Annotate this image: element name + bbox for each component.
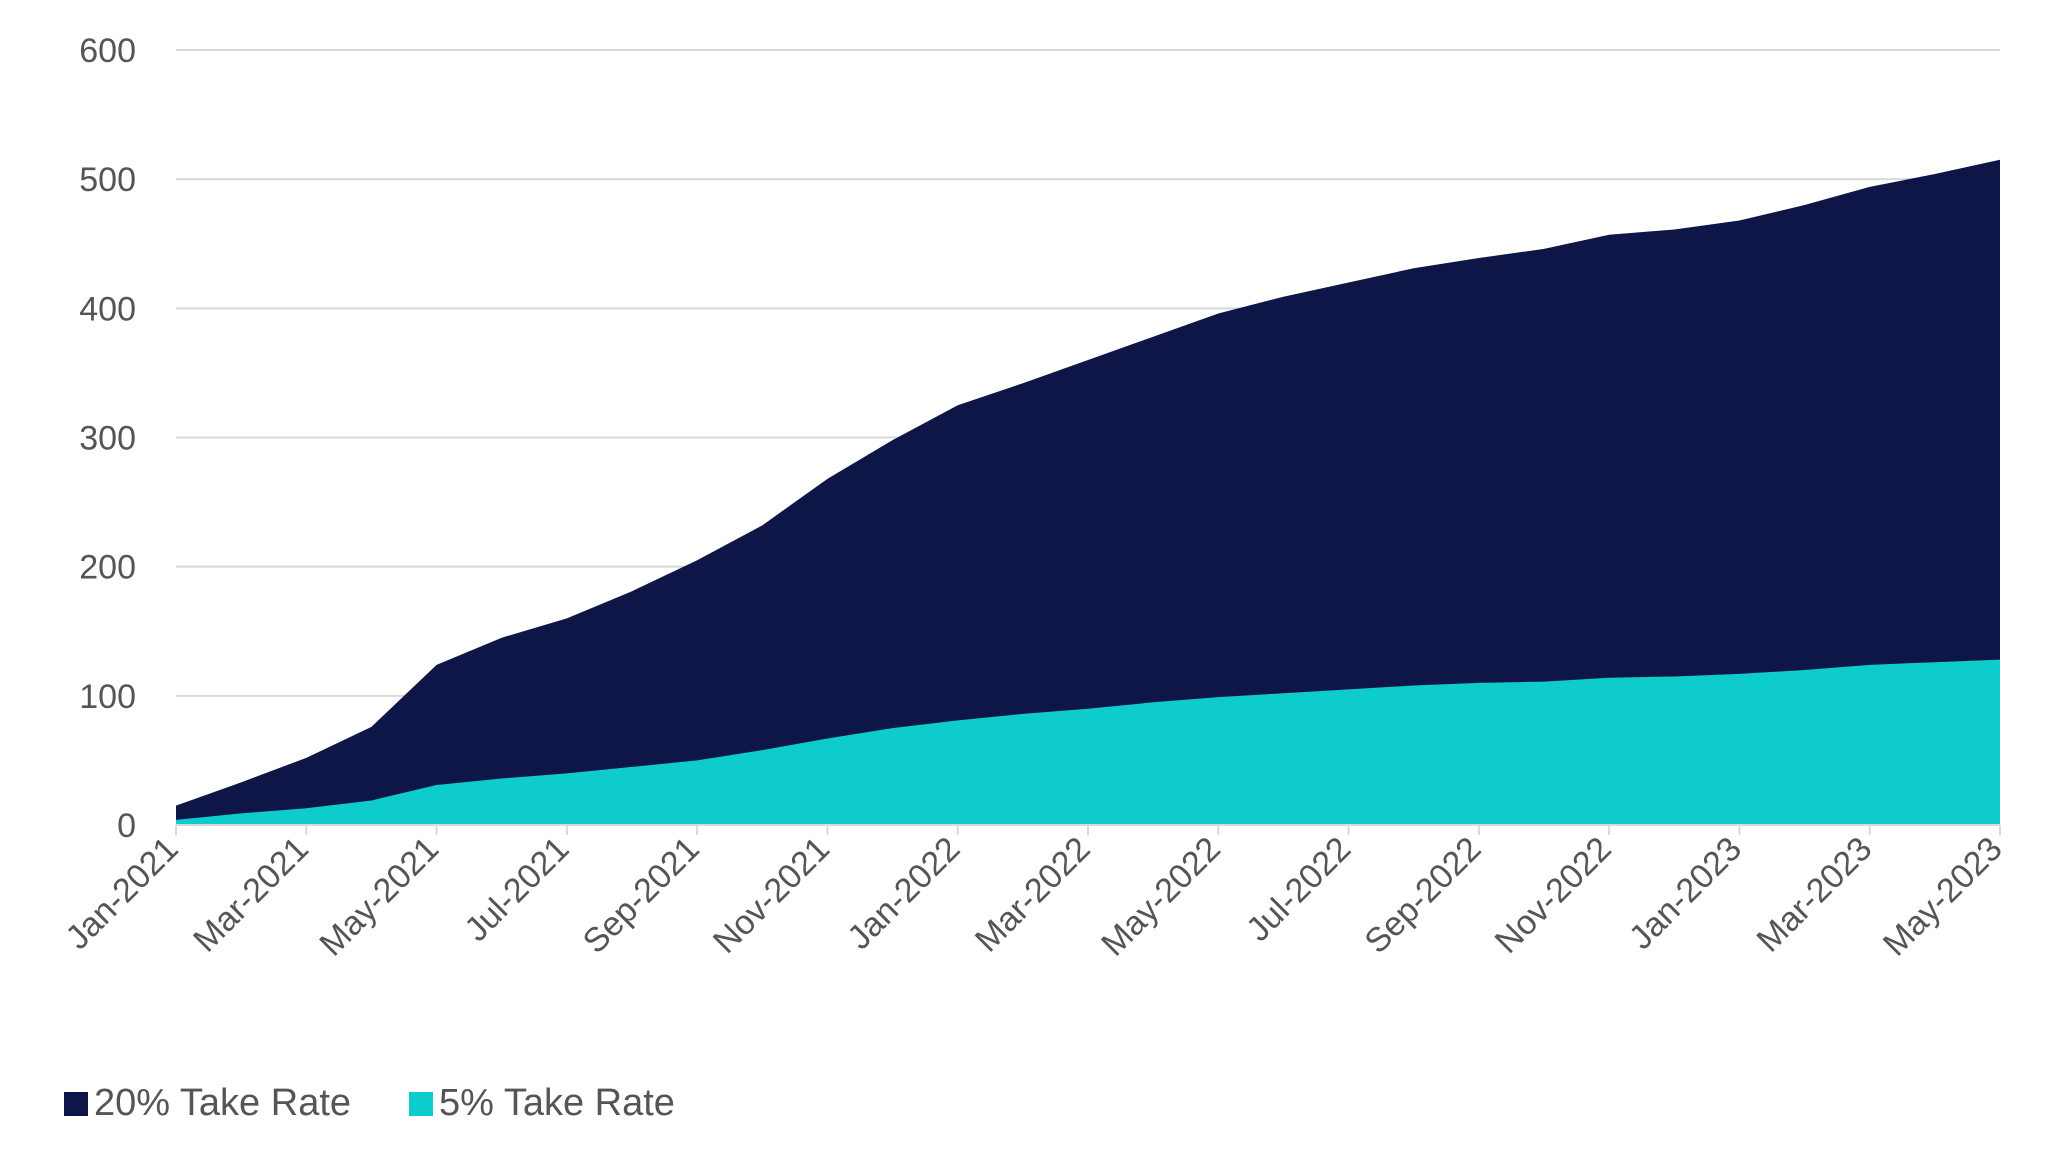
legend: 20% Take Rate 5% Take Rate <box>64 1082 733 1125</box>
y-tick-label-400: 400 <box>79 290 136 328</box>
x-tick-label-Jul-2021: Jul-2021 <box>457 830 576 949</box>
y-tick-label-0: 0 <box>117 807 136 845</box>
y-tick-label-500: 500 <box>79 161 136 199</box>
y-tick-label-100: 100 <box>79 678 136 716</box>
legend-label-20pct: 20% Take Rate <box>94 1082 352 1124</box>
legend-swatch-20pct <box>64 1091 88 1116</box>
y-tick-label-300: 300 <box>79 420 136 458</box>
legend-swatch-5pct <box>409 1091 434 1116</box>
y-tick-label-200: 200 <box>79 549 136 587</box>
x-tick-label-Sep-2021: Sep-2021 <box>576 830 707 961</box>
x-tick-label-Mar-2023: Mar-2023 <box>1750 830 1880 960</box>
x-tick-label-Jan-2022: Jan-2022 <box>840 830 967 957</box>
y-axis-tick-labels: 0 100 200 300 400 500 600 <box>79 32 136 845</box>
legend-item-20pct[interactable]: 20% Take Rate <box>64 1082 351 1125</box>
x-tick-label-Mar-2021: Mar-2021 <box>186 830 316 960</box>
x-tick-label-Jul-2022: Jul-2022 <box>1239 830 1358 949</box>
x-tick-label-Nov-2022: Nov-2022 <box>1488 830 1619 961</box>
legend-label-5pct: 5% Take Rate <box>439 1082 675 1124</box>
x-tick-label-Sep-2022: Sep-2022 <box>1357 830 1488 961</box>
axes <box>175 824 2001 835</box>
x-tick-label-Nov-2021: Nov-2021 <box>706 830 837 961</box>
x-tick-label-Jan-2023: Jan-2023 <box>1622 830 1749 957</box>
x-tick-label-May-2022: May-2022 <box>1094 830 1228 964</box>
series-area-1 <box>176 659 2000 825</box>
x-tick-label-May-2023: May-2023 <box>1876 830 2010 964</box>
series-areas <box>176 159 2000 825</box>
x-tick-label-Jan-2021: Jan-2021 <box>59 830 186 957</box>
y-tick-label-600: 600 <box>79 32 136 70</box>
legend-item-5pct[interactable]: 5% Take Rate <box>409 1082 675 1125</box>
series-area-0 <box>176 159 2000 825</box>
x-tick-label-Mar-2022: Mar-2022 <box>968 830 1098 960</box>
x-tick-label-May-2021: May-2021 <box>312 830 446 964</box>
